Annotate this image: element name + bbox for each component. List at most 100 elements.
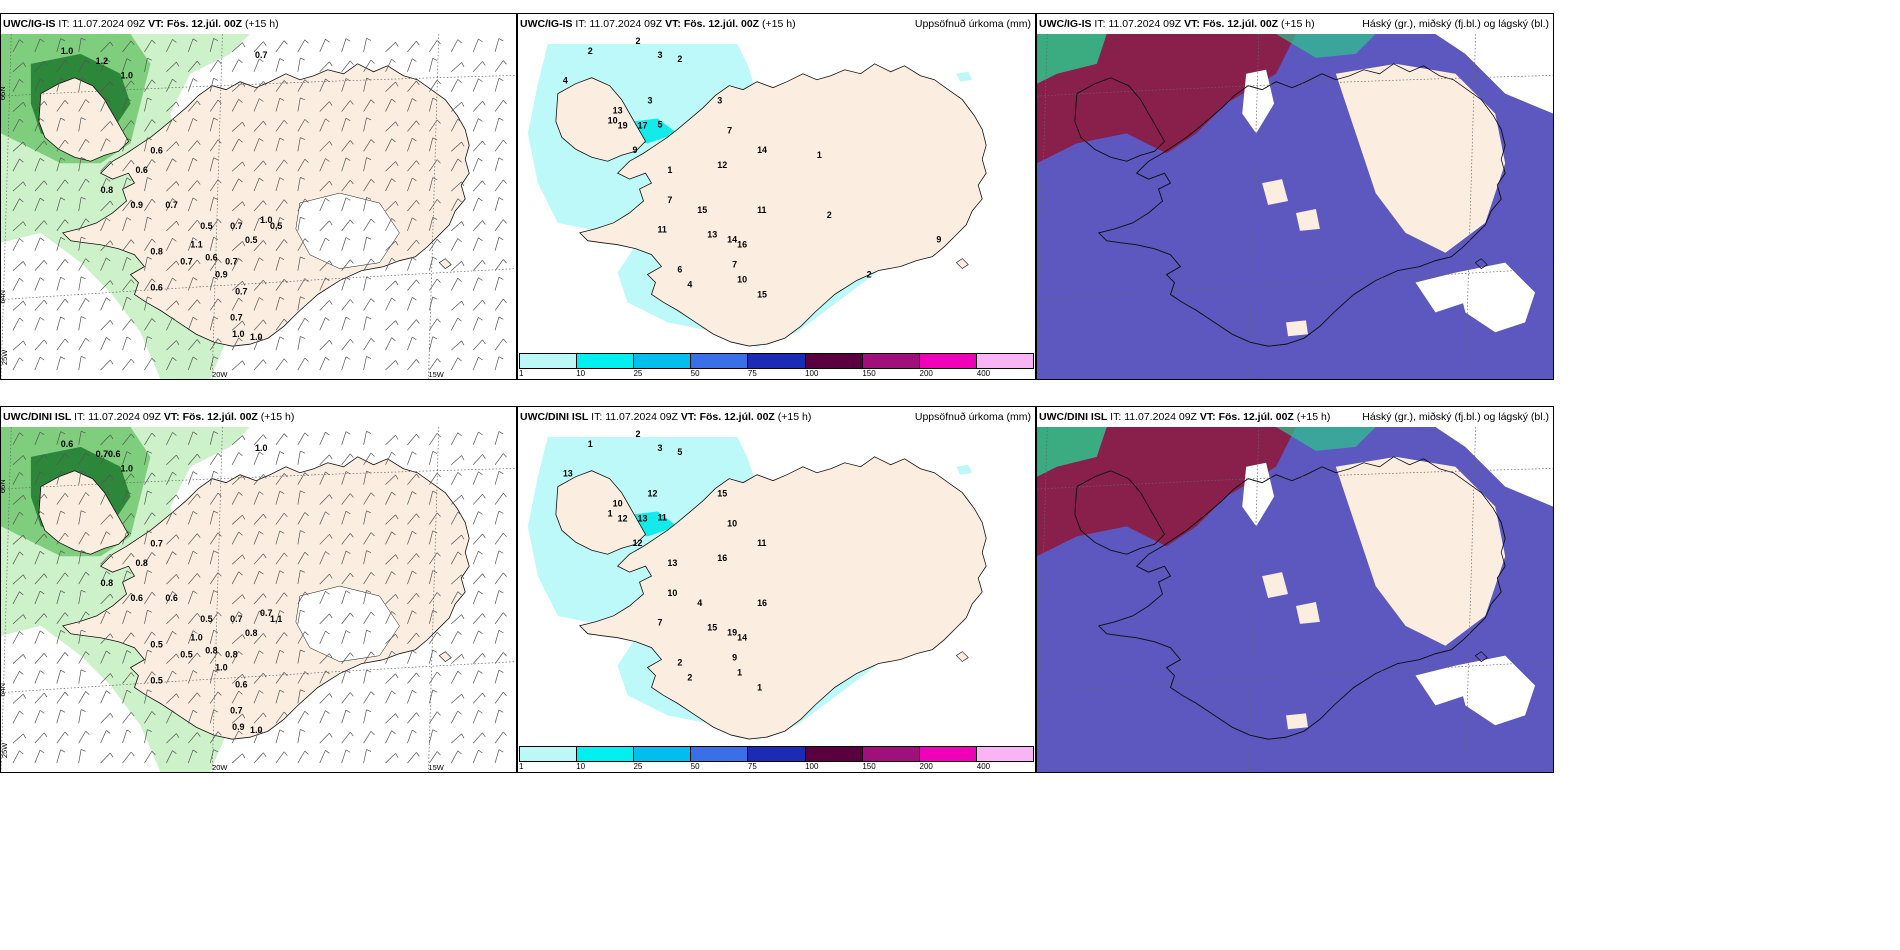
colorbar-tick-label: 200 bbox=[919, 369, 933, 378]
wind-value-label: 0.7 bbox=[235, 286, 247, 296]
wind-value-label: 0.8 bbox=[245, 628, 257, 638]
precip-value-label: 2 bbox=[687, 672, 692, 682]
colorbar-swatch bbox=[634, 747, 692, 761]
wind-value-label: 0.7 bbox=[230, 221, 242, 231]
colorbar-tick-label: 50 bbox=[690, 369, 700, 378]
precip-value-label: 9 bbox=[732, 653, 737, 663]
precip-value-label: 14 bbox=[757, 145, 767, 155]
precip-value-label: 12 bbox=[618, 513, 628, 523]
colorbar-swatch bbox=[805, 354, 863, 368]
precip-value-label: 12 bbox=[633, 538, 643, 548]
precip-map-bottom[interactable]: 1 2 3 5 13 12 10 1 12 13 15 10 11 12 13 16 11 10 7 4 15 19 14 1… bbox=[518, 427, 1035, 746]
lon-label-25: 25W bbox=[1, 742, 9, 758]
precip-value-label: 10 bbox=[613, 499, 623, 509]
precip-value-label: 19 bbox=[727, 628, 737, 638]
wind-value-label: 0.70.6 bbox=[96, 449, 121, 459]
precip-value-label: 7 bbox=[732, 260, 737, 270]
wind-value-label: 1.0 bbox=[121, 71, 133, 81]
wind-value-label: 0.6 bbox=[135, 165, 147, 175]
cloud-panel-top: UWC/IG-IS IT: 11.07.2024 09Z VT: Fös. 12… bbox=[1036, 13, 1554, 380]
precip-value-label: 2 bbox=[588, 46, 593, 56]
precip-value-label: 5 bbox=[677, 447, 682, 457]
cloud-map-svg bbox=[1037, 427, 1553, 772]
precip-value-label: 12 bbox=[717, 160, 727, 170]
cloud-map-top[interactable] bbox=[1037, 34, 1553, 379]
precip-value-label: 10 bbox=[727, 518, 737, 528]
wind-barbs bbox=[12, 37, 507, 371]
wind-value-label: 0.8 bbox=[150, 247, 162, 257]
wind-value-label: 0.7 bbox=[255, 50, 267, 60]
wind-map-top[interactable]: 66N 64N 25W 20W 15W 1.0 1.2 1.0 0.7 0.6 0.6 0.8 0.9 0… bbox=[1, 34, 516, 379]
colorbar-swatch bbox=[919, 747, 977, 761]
precip-value-label: 11 bbox=[657, 225, 666, 235]
wind-barbs bbox=[12, 430, 507, 764]
iceland-land bbox=[1074, 63, 1506, 347]
colorbar-swatch bbox=[748, 747, 806, 761]
wind-value-label: 0.8 bbox=[101, 578, 113, 588]
wind-value-label: 1.1 bbox=[190, 240, 202, 250]
precip-value-label: 15 bbox=[717, 489, 727, 499]
wind-value-label: 0.5 bbox=[200, 614, 212, 624]
cloud-map-bottom[interactable] bbox=[1037, 427, 1553, 772]
precip-value-label: 10 bbox=[608, 115, 618, 125]
wind-value-label: 1.1 bbox=[270, 614, 282, 624]
precip-value-label: 4 bbox=[697, 598, 702, 608]
colorbar-tick-label: 400 bbox=[976, 369, 991, 378]
precip-value-label: 12 bbox=[647, 489, 657, 499]
wind-value-label: 0.6 bbox=[235, 679, 247, 689]
precip-value-label: 15 bbox=[757, 289, 767, 299]
precip-colorbar: 1 10 25 50 75 100 150 200 400 bbox=[518, 746, 1035, 772]
lat-label-66: 66N bbox=[1, 86, 7, 100]
lon-label-25: 25W bbox=[1, 349, 9, 365]
wind-value-label: 1.0 bbox=[250, 725, 262, 735]
wind-value-label: 0.6 bbox=[130, 593, 142, 603]
wind-value-label: 0.9 bbox=[232, 722, 244, 732]
wind-value-label: 0.7 bbox=[260, 608, 272, 618]
colorbar-tick-label: 10 bbox=[576, 369, 586, 378]
precip-value-label: 3 bbox=[647, 96, 652, 106]
panel-header: UWC/IG-IS IT: 11.07.2024 09Z VT: Fös. 12… bbox=[1, 14, 516, 34]
precip-panel-top: UWC/IG-IS IT: 11.07.2024 09Z VT: Fös. 12… bbox=[517, 13, 1036, 380]
precip-value-label: 16 bbox=[717, 553, 727, 563]
precip-value-label: 1 bbox=[588, 439, 593, 449]
iceland-land bbox=[555, 456, 987, 740]
colorbar-tick-label: 100 bbox=[805, 762, 819, 771]
colorbar-swatch bbox=[577, 747, 635, 761]
precip-value-label: 2 bbox=[636, 429, 641, 439]
precip-value-label: 11 bbox=[757, 205, 766, 215]
precip-value-label: 14 bbox=[737, 633, 747, 643]
wind-value-label: 0.9 bbox=[130, 200, 142, 210]
wind-value-label: 0.8 bbox=[225, 650, 237, 660]
colorbar-tick-label: 75 bbox=[747, 369, 757, 378]
colorbar-tick-label: 25 bbox=[633, 369, 643, 378]
wind-value-label: 0.7 bbox=[230, 614, 242, 624]
precip-value-label: 16 bbox=[757, 598, 767, 608]
lat-label-64: 64N bbox=[1, 683, 7, 697]
precip-value-label: 2 bbox=[827, 210, 832, 220]
precip-value-label: 13 bbox=[707, 230, 717, 240]
colorbar-tick-label: 1 bbox=[519, 762, 524, 771]
wind-value-label: 1.0 bbox=[232, 329, 244, 339]
precip-value-label: 17 bbox=[638, 120, 648, 130]
precip-map-top[interactable]: 2 2 3 2 4 3 13 10 19 17 3 7 5 9 1 12 14 7 11 15 13 14 16 11 7 6 4 1… bbox=[518, 34, 1035, 353]
cloud-title: Háský (gr.), miðský (fj.bl.) og lágský (… bbox=[1362, 411, 1549, 423]
colorbar-swatch bbox=[691, 747, 749, 761]
graticule bbox=[1, 427, 516, 772]
wind-value-label: 1.0 bbox=[255, 443, 267, 453]
precip-value-label: 1 bbox=[757, 682, 762, 692]
wind-value-label: 0.7 bbox=[180, 257, 192, 267]
precip-colorbar: 1 10 25 50 75 100 150 200 400 bbox=[518, 353, 1035, 379]
wind-value-label: 0.9 bbox=[215, 270, 227, 280]
colorbar-tick-label: 150 bbox=[862, 369, 876, 378]
lat-label-64: 64N bbox=[1, 290, 7, 304]
wind-map-bottom[interactable]: 66N 64N 25W 20W 15W 0.6 0.70.6 1.0 1.0 0.8 0.7 0.8 0… bbox=[1, 427, 516, 772]
graticule bbox=[1, 34, 516, 379]
wind-value-label: 0.7 bbox=[225, 257, 237, 267]
colorbar-tick-label: 25 bbox=[633, 762, 643, 771]
precip-title: Uppsöfnuð úrkoma (mm) bbox=[914, 411, 1031, 423]
wind-value-label: 0.5 bbox=[245, 235, 257, 245]
